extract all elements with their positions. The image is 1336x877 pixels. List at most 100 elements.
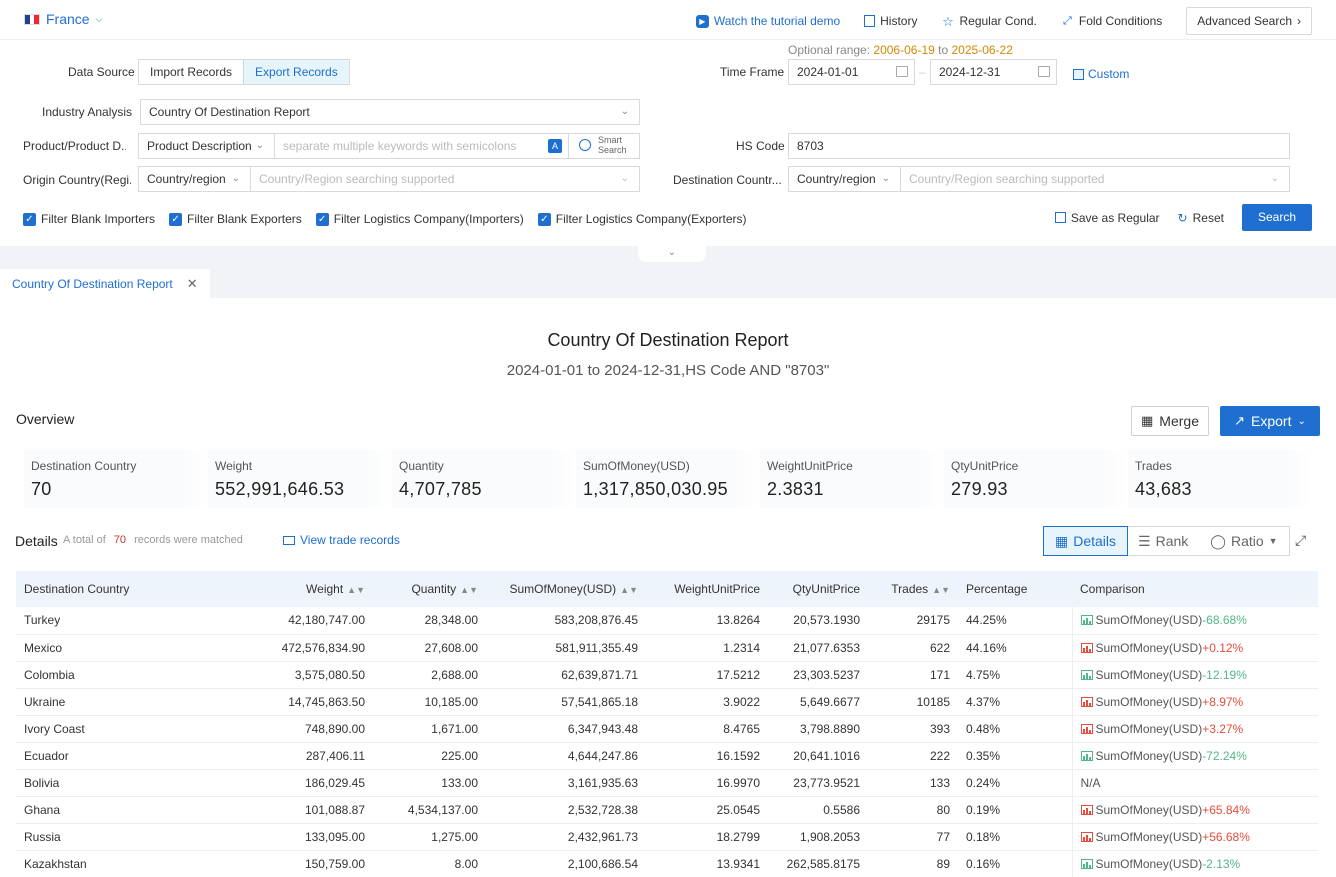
hs-code-value: 8703 — [797, 139, 824, 153]
fold-icon: ⤢ — [1062, 14, 1072, 27]
destination-type-select[interactable]: Country/region ⌄ — [788, 166, 901, 192]
view-label: Ratio — [1230, 533, 1264, 549]
cell-weight: 186,029.45 — [186, 769, 373, 797]
close-icon[interactable]: ✕ — [186, 275, 198, 291]
search-button[interactable]: Search — [1241, 204, 1312, 231]
cell-weight-unit-price: 8.4765 — [646, 715, 768, 743]
chevron-down-icon: ⌄ — [881, 173, 890, 184]
cell-percentage: 0.16% — [958, 850, 1072, 877]
cell-trades: 77 — [868, 823, 958, 851]
filter-blank-exporters-checkbox[interactable]: ✓ Filter Blank Exporters — [169, 212, 302, 226]
checkbox-label: Filter Logistics Company(Exporters) — [555, 212, 747, 226]
table-row[interactable]: Turkey 42,180,747.00 28,348.00 583,208,876.… — [16, 607, 1318, 635]
table-row[interactable]: Bolivia 186,029.45 133.00 3,161,935.63 16.99… — [16, 769, 1318, 797]
smart-search-line1: Smart — [598, 135, 623, 145]
date-to-input[interactable]: 2024-12-31 — [930, 59, 1057, 85]
trend-down-chart-icon — [1080, 750, 1093, 761]
optional-range-to-word: to — [938, 43, 949, 57]
destination-country-placeholder: Country/Region searching supported — [909, 172, 1105, 186]
keyword-icon[interactable]: A — [548, 139, 562, 153]
reset-button[interactable]: ↻ Reset — [1178, 211, 1224, 225]
origin-country-input[interactable]: Country/Region searching supported ⌄ — [250, 166, 640, 192]
fullscreen-icon[interactable]: ⤢ — [1295, 532, 1307, 548]
fold-conditions-link[interactable]: ⤢ Fold Conditions — [1061, 14, 1162, 28]
country-selector[interactable]: France ⌵ — [24, 11, 102, 27]
save-as-regular-button[interactable]: Save as Regular — [1054, 211, 1160, 225]
tutorial-link[interactable]: ▶ Watch the tutorial demo — [695, 14, 840, 28]
table-row[interactable]: Ivory Coast 748,890.00 1,671.00 6,347,943.4… — [16, 715, 1318, 743]
view-details-button[interactable]: ▦ Details — [1043, 526, 1129, 556]
product-type-select[interactable]: Product Description ⌄ — [138, 133, 275, 159]
cell-weight-unit-price: 18.2799 — [646, 823, 768, 851]
cell-percentage: 0.35% — [958, 742, 1072, 770]
destination-country-input[interactable]: Country/Region searching supported ⌄ — [900, 166, 1290, 192]
origin-type-select[interactable]: Country/region ⌄ — [138, 166, 251, 192]
export-label: Export — [1251, 413, 1292, 429]
stat-value: 552,991,646.53 — [215, 479, 345, 499]
cell-weight-unit-price: 17.5212 — [646, 661, 768, 689]
star-icon: ☆ — [942, 13, 954, 29]
table-row[interactable]: Ecuador 287,406.11 225.00 4,644,247.86 16.15… — [16, 742, 1318, 770]
view-trade-records-link[interactable]: View trade records — [283, 533, 400, 547]
comparison-value: +56.68% — [1202, 829, 1250, 844]
view-ratio-button[interactable]: ◯ Ratio ▼ — [1199, 527, 1288, 555]
col-weight[interactable]: Weight ▲▼ — [186, 571, 373, 607]
table-row[interactable]: Ukraine 14,745,863.50 10,185.00 57,541,865.… — [16, 688, 1318, 716]
table-row[interactable]: Mexico 472,576,834.90 27,608.00 581,911,355… — [16, 634, 1318, 662]
chevron-down-icon: ⌵ — [95, 13, 103, 24]
view-rank-button[interactable]: ☰ Rank — [1127, 527, 1199, 555]
hs-code-input[interactable]: 8703 — [788, 133, 1290, 159]
report-subtitle: 2024-01-01 to 2024-12-31,HS Code AND "87… — [506, 362, 830, 379]
export-records-option[interactable]: Export Records — [243, 60, 349, 84]
custom-icon — [1073, 68, 1084, 80]
collapse-toggle[interactable]: ⌄ — [638, 246, 706, 262]
cell-quantity: 225.00 — [373, 742, 486, 770]
custom-range-link[interactable]: Custom — [1073, 67, 1129, 81]
table-row[interactable]: Ghana 101,088.87 4,534,137.00 2,532,728.38 2… — [16, 796, 1318, 824]
cell-qty-unit-price: 5,649.6677 — [768, 688, 868, 716]
rank-icon: ☰ — [1138, 533, 1151, 549]
col-label: Comparison — [1080, 582, 1145, 596]
history-icon — [864, 15, 876, 27]
industry-select[interactable]: Country Of Destination Report ⌄ — [140, 99, 640, 125]
filter-logistics-importers-checkbox[interactable]: ✓ Filter Logistics Company(Importers) — [315, 212, 524, 226]
product-keyword-input[interactable]: separate multiple keywords with semicolo… — [274, 133, 569, 159]
stat-sum-of-money: SumOfMoney(USD) 1,317,850,030.95 — [576, 450, 760, 508]
stat-quantity: Quantity 4,707,785 — [392, 450, 576, 508]
checkbox-label: Filter Blank Importers — [41, 212, 156, 226]
filter-logistics-exporters-checkbox[interactable]: ✓ Filter Logistics Company(Exporters) — [537, 212, 747, 226]
smart-search-button[interactable]: Smart Search — [568, 133, 640, 159]
ratio-icon: ◯ — [1210, 533, 1226, 549]
stat-label: WeightUnitPrice — [767, 459, 853, 473]
date-from-input[interactable]: 2024-01-01 — [788, 59, 915, 85]
table-row[interactable]: Colombia 3,575,080.50 2,688.00 62,639,871.7… — [16, 661, 1318, 689]
cell-trades: 10185 — [868, 688, 958, 716]
tab-country-of-destination-report[interactable]: Country Of Destination Report ✕ — [0, 269, 210, 298]
count-suffix: records were matched — [134, 534, 243, 546]
cell-weight: 42,180,747.00 — [186, 607, 373, 635]
optional-range: Optional range: 2006-06-19 to 2025-06-22 — [788, 43, 1013, 57]
cell-comparison: SumOfMoney(USD)+56.68% — [1071, 823, 1318, 851]
cell-country: Ecuador — [16, 742, 186, 770]
table-row[interactable]: Russia 133,095.00 1,275.00 2,432,961.73 18.2… — [16, 823, 1318, 851]
cell-quantity: 27,608.00 — [373, 634, 486, 662]
table-row[interactable]: Kazakhstan 150,759.00 8.00 2,100,686.54 13.9… — [16, 850, 1318, 877]
col-destination-country: Destination Country — [16, 571, 186, 607]
col-quantity[interactable]: Quantity ▲▼ — [373, 571, 486, 607]
cell-sum-of-money: 6,347,943.48 — [486, 715, 646, 743]
chevron-down-icon: ⌄ — [620, 106, 629, 117]
filter-blank-importers-checkbox[interactable]: ✓ Filter Blank Importers — [23, 212, 155, 226]
cell-country: Turkey — [16, 607, 186, 635]
col-trades[interactable]: Trades ▲▼ — [868, 571, 958, 607]
optional-range-to: 2025-06-22 — [951, 43, 1013, 57]
import-records-option[interactable]: Import Records — [150, 65, 233, 79]
merge-button[interactable]: ▦ Merge — [1131, 406, 1209, 436]
cell-trades: 29175 — [868, 607, 958, 635]
stat-value: 43,683 — [1135, 479, 1192, 499]
advanced-search-button[interactable]: Advanced Search › — [1186, 7, 1312, 35]
cell-comparison: SumOfMoney(USD)-72.24% — [1071, 742, 1318, 770]
col-sum-of-money[interactable]: SumOfMoney(USD) ▲▼ — [486, 571, 646, 607]
export-button[interactable]: ↗ Export ⌄ — [1220, 406, 1320, 436]
regular-cond-link[interactable]: ☆ Regular Cond. — [941, 13, 1037, 29]
history-link[interactable]: History — [864, 14, 917, 28]
